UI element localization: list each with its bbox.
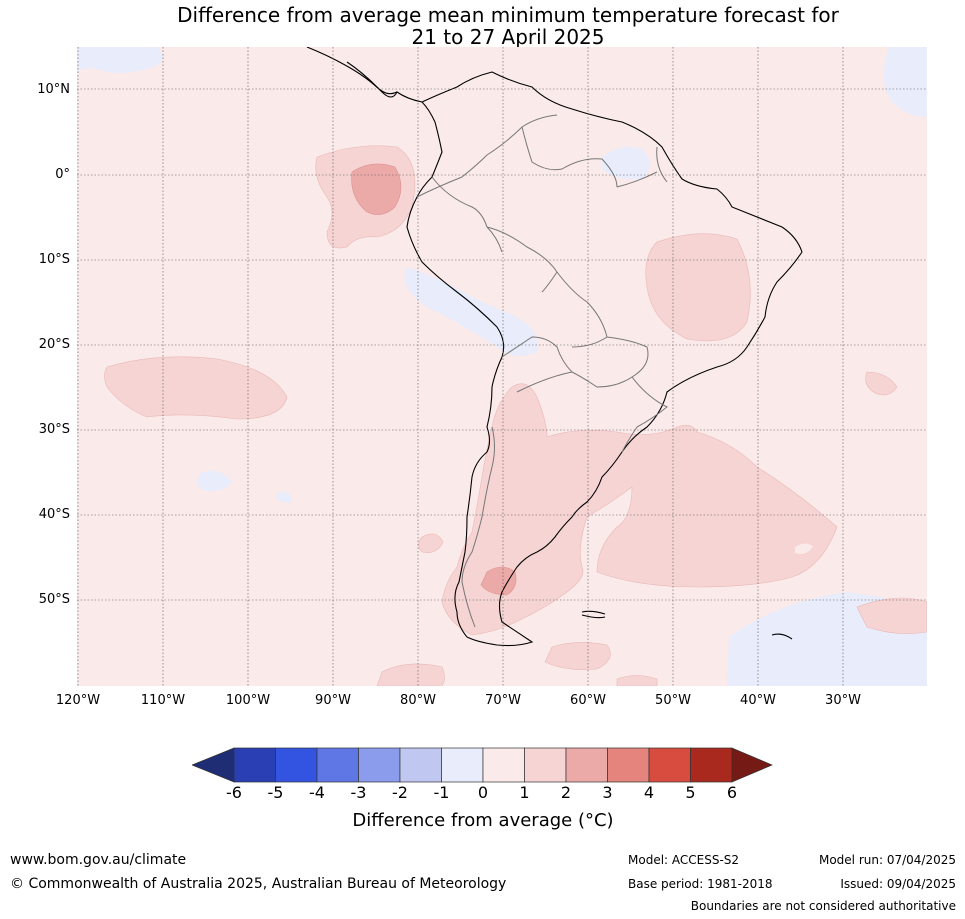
map-canvas xyxy=(77,46,928,687)
lon-label-110w: 110°W xyxy=(140,693,186,708)
lat-label-50s: 50°S xyxy=(38,592,70,607)
title-line-1: Difference from average mean minimum tem… xyxy=(177,3,839,27)
lon-label-100w: 100°W xyxy=(225,693,271,708)
colorbar-tick-label: 4 xyxy=(643,783,655,802)
colorbar-tick-label: 2 xyxy=(560,783,572,802)
colorbar-tick-label: 3 xyxy=(602,783,613,802)
issued-text: Issued: 09/04/2025 xyxy=(840,877,956,891)
warm-anomaly-areas xyxy=(104,145,928,687)
model-run-text: Model run: 07/04/2025 xyxy=(818,853,956,867)
colorbar-cell xyxy=(275,747,318,783)
base-period-text: Base period: 1981-2018 xyxy=(628,877,773,891)
map-title: Difference from average mean minimum tem… xyxy=(0,4,965,48)
title-line-2: 21 to 27 April 2025 xyxy=(411,25,605,49)
colorbar-cell xyxy=(441,747,484,783)
lon-label-40w: 40°W xyxy=(740,693,776,708)
colorbar-tick-label: 6 xyxy=(726,783,738,802)
lat-label-30s: 30°S xyxy=(38,422,70,437)
colorbar-label: Difference from average (°C) xyxy=(352,810,614,831)
lon-label-70w: 70°W xyxy=(485,693,521,708)
colorbar-tick-label: 1 xyxy=(519,783,530,802)
colorbar-cell xyxy=(482,747,525,783)
colorbar-tick-label: -4 xyxy=(309,783,325,802)
colorbar-extend-low xyxy=(191,747,235,783)
lat-label-10s: 10°S xyxy=(38,252,70,267)
colorbar-tick-label: -5 xyxy=(267,783,284,802)
model-text: Model: ACCESS-S2 xyxy=(628,853,740,867)
colorbar-cell xyxy=(690,747,733,783)
colorbar-cell xyxy=(607,747,650,783)
lat-label-40s: 40°S xyxy=(38,507,70,522)
colorbar-cell xyxy=(399,747,442,783)
cool-hole xyxy=(795,543,813,555)
colorbar-tick-label: 5 xyxy=(685,783,696,802)
lon-label-30w: 30°W xyxy=(825,693,861,708)
gridlines xyxy=(77,47,927,686)
colorbar-cell xyxy=(233,747,276,783)
lon-label-50w: 50°W xyxy=(655,693,691,708)
country-borders xyxy=(416,114,668,628)
colorbar-cell xyxy=(524,747,567,783)
colorbar-tick-label: 0 xyxy=(477,783,489,802)
lat-label-20s: 20°S xyxy=(38,337,70,352)
colorbar-cell xyxy=(648,747,691,783)
colorbar-cell xyxy=(358,747,401,783)
lon-label-80w: 80°W xyxy=(400,693,436,708)
lat-label-10n: 10°N xyxy=(37,82,70,97)
colorbar-tick-label: -1 xyxy=(433,783,450,802)
lon-label-60w: 60°W xyxy=(570,693,606,708)
disclaimer-text: Boundaries are not considered authoritat… xyxy=(690,899,956,913)
lon-label-120w: 120°W xyxy=(55,693,101,708)
colorbar-cell xyxy=(316,747,359,783)
colorbar-extend-high xyxy=(731,747,773,783)
website-text: www.bom.gov.au/climate xyxy=(10,852,187,868)
colorbar-tick-label: -6 xyxy=(226,783,242,802)
lat-label-0: 0° xyxy=(55,167,70,182)
forecast-map xyxy=(77,46,928,687)
colorbar-cell xyxy=(565,747,608,783)
colorbar-tick-label: -3 xyxy=(350,783,367,802)
copyright-text: © Commonwealth of Australia 2025, Austra… xyxy=(10,876,507,892)
colorbar-svg xyxy=(191,747,773,783)
colorbar xyxy=(191,747,774,783)
colorbar-tick-label: -2 xyxy=(392,783,408,802)
strong-warm-anomaly-areas xyxy=(351,163,517,596)
lon-label-90w: 90°W xyxy=(315,693,351,708)
